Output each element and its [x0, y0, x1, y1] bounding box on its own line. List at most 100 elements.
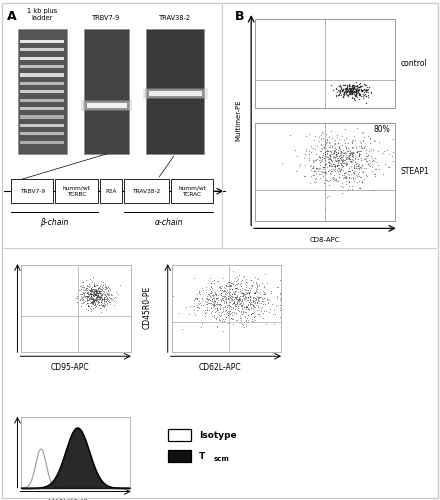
- Point: [220, 310, 227, 318]
- Point: [234, 296, 241, 304]
- Point: [339, 171, 346, 179]
- Point: [238, 279, 245, 287]
- Point: [254, 292, 261, 300]
- Point: [349, 139, 356, 147]
- Point: [92, 290, 99, 298]
- Point: [93, 300, 100, 308]
- Point: [344, 147, 351, 155]
- Point: [351, 170, 358, 177]
- Text: TRBV7-9: TRBV7-9: [92, 14, 121, 20]
- Point: [103, 290, 110, 298]
- Point: [358, 144, 365, 152]
- Point: [90, 292, 97, 300]
- Point: [195, 288, 202, 296]
- Point: [220, 296, 227, 304]
- Point: [339, 151, 346, 159]
- Point: [253, 278, 260, 286]
- Point: [311, 156, 318, 164]
- Point: [94, 292, 101, 300]
- Point: [88, 298, 95, 306]
- Point: [92, 296, 99, 304]
- Point: [346, 178, 353, 186]
- Point: [85, 286, 92, 294]
- Point: [93, 286, 100, 294]
- Point: [77, 290, 84, 298]
- Point: [338, 87, 345, 95]
- Point: [350, 164, 357, 172]
- Point: [249, 318, 256, 326]
- Point: [85, 292, 92, 300]
- Point: [236, 314, 243, 322]
- Point: [230, 267, 237, 275]
- Point: [81, 293, 88, 301]
- Point: [368, 152, 375, 160]
- Point: [266, 296, 273, 304]
- Point: [91, 292, 98, 300]
- Point: [213, 298, 220, 306]
- Point: [354, 124, 361, 132]
- Point: [236, 307, 243, 315]
- Point: [384, 146, 391, 154]
- Point: [361, 164, 368, 172]
- Point: [103, 294, 110, 302]
- Point: [93, 290, 100, 298]
- Point: [319, 155, 326, 163]
- Point: [212, 296, 219, 304]
- Point: [99, 300, 106, 308]
- Point: [360, 80, 367, 88]
- Point: [348, 182, 355, 190]
- Point: [235, 294, 242, 302]
- Point: [341, 159, 348, 167]
- Point: [346, 84, 353, 92]
- Point: [254, 310, 261, 318]
- Point: [73, 298, 81, 306]
- Point: [93, 294, 100, 302]
- Point: [89, 294, 96, 302]
- Point: [388, 152, 395, 160]
- Point: [350, 81, 357, 89]
- Point: [240, 291, 247, 299]
- Bar: [87, 103, 127, 108]
- Point: [346, 156, 353, 164]
- Point: [98, 278, 105, 285]
- Point: [230, 320, 237, 328]
- Point: [315, 166, 322, 173]
- Point: [323, 130, 330, 138]
- Point: [224, 288, 231, 296]
- Point: [325, 168, 332, 175]
- Text: humm/wt
TCRBC: humm/wt TCRBC: [62, 186, 91, 196]
- Point: [95, 293, 103, 301]
- Point: [222, 290, 229, 298]
- Point: [97, 285, 104, 293]
- Point: [216, 302, 224, 310]
- Point: [88, 290, 95, 298]
- Point: [336, 164, 343, 172]
- Point: [347, 170, 354, 178]
- Point: [103, 284, 110, 292]
- Point: [88, 288, 95, 296]
- Point: [229, 290, 236, 298]
- Point: [224, 292, 231, 300]
- Point: [261, 270, 268, 278]
- Point: [349, 82, 356, 90]
- Point: [342, 144, 349, 152]
- Point: [345, 154, 352, 162]
- Point: [95, 298, 103, 306]
- Point: [360, 92, 367, 100]
- Point: [327, 156, 334, 164]
- Point: [326, 152, 334, 160]
- Point: [207, 309, 214, 317]
- Point: [87, 289, 94, 297]
- Point: [346, 84, 353, 92]
- Point: [355, 80, 362, 88]
- Point: [90, 290, 97, 298]
- Text: α-chain: α-chain: [154, 218, 183, 226]
- Point: [359, 86, 366, 94]
- Point: [326, 152, 333, 160]
- Point: [336, 88, 343, 96]
- Point: [345, 84, 352, 92]
- Point: [253, 286, 260, 294]
- Point: [331, 147, 338, 155]
- Point: [88, 284, 95, 292]
- Point: [220, 297, 227, 305]
